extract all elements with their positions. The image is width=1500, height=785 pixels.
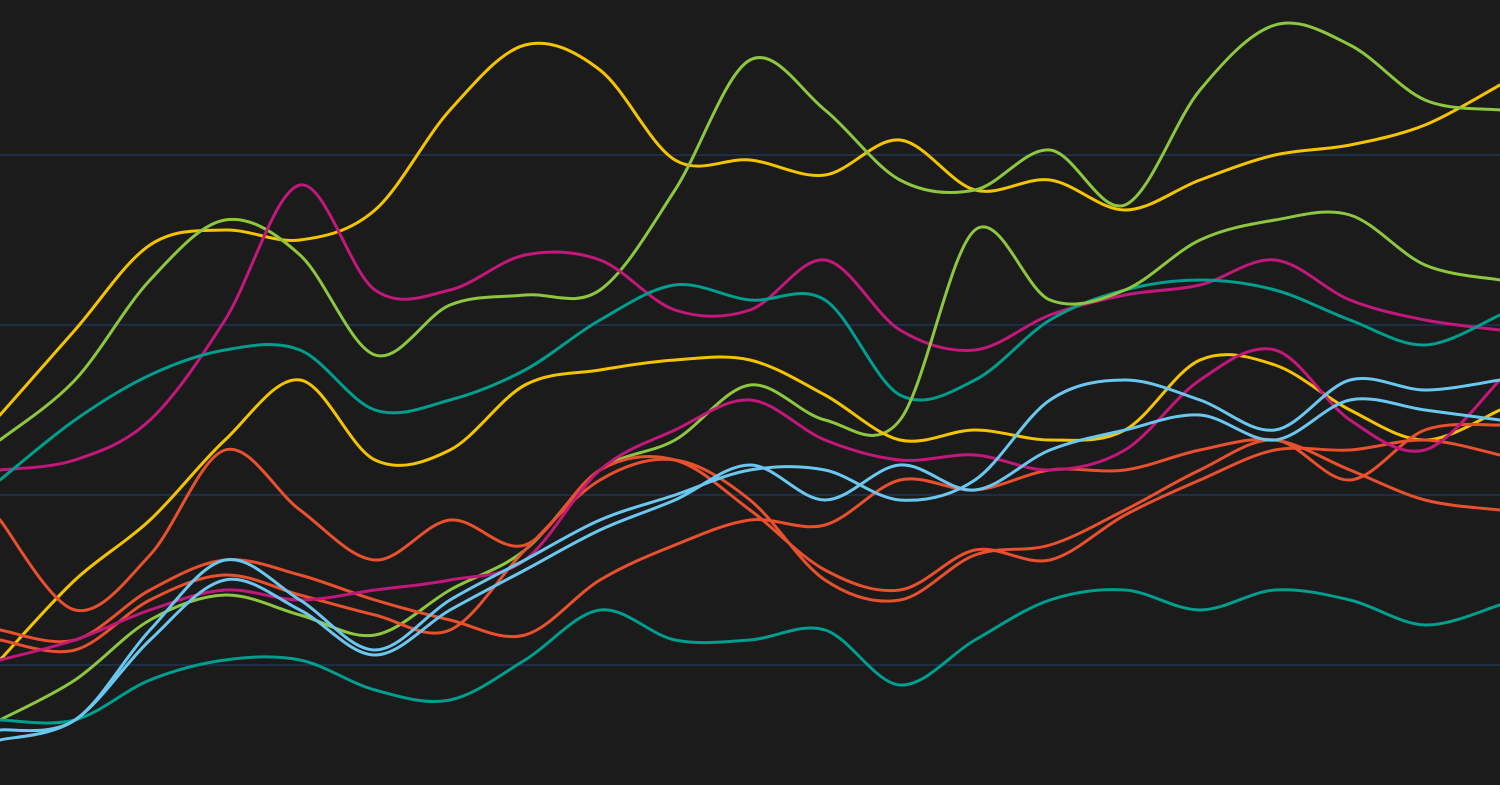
data-line xyxy=(0,377,1500,733)
data-line xyxy=(0,41,1500,417)
data-line xyxy=(0,422,1500,654)
data-line xyxy=(0,397,1500,742)
data-line xyxy=(0,347,1500,662)
data-line xyxy=(0,21,1500,442)
data-line xyxy=(0,183,1500,472)
data-line xyxy=(0,438,1500,613)
data-line xyxy=(0,210,1500,722)
data-line xyxy=(0,353,1500,662)
data-line xyxy=(0,278,1500,482)
data-line xyxy=(0,588,1500,725)
